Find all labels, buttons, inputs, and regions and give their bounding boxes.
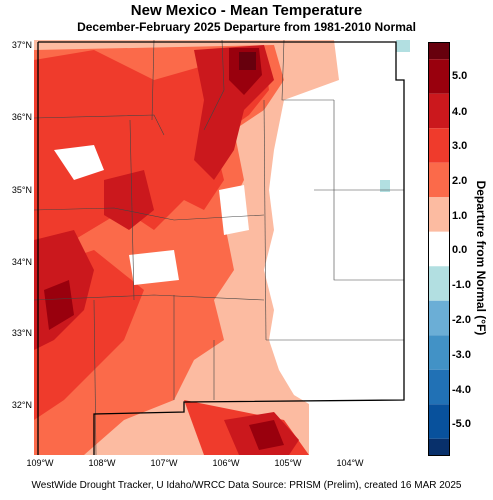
county-line xyxy=(263,99,267,341)
lat-label-36: 36°N xyxy=(11,112,32,122)
warm-core-extreme xyxy=(239,52,256,70)
lat-label-37: 37°N xyxy=(11,40,32,50)
cool-cell-northeast xyxy=(396,40,410,52)
county-line xyxy=(34,207,265,221)
lon-label-109: 109°W xyxy=(26,458,54,468)
colorbar-label-3: 3.0 xyxy=(452,140,468,152)
colorbar-border xyxy=(428,42,450,456)
colorbar-bin xyxy=(428,59,450,94)
colorbar-label-2: 2.0 xyxy=(452,175,468,187)
colorbar-bin xyxy=(428,369,450,405)
colorbar-label-1: 1.0 xyxy=(452,210,468,222)
colorbar-bin xyxy=(428,300,450,336)
colorbar-label-4: 4.0 xyxy=(452,106,468,118)
colorbar-bin xyxy=(428,162,450,198)
county-line xyxy=(281,40,334,101)
lat-label-34: 34°N xyxy=(11,257,32,267)
county-line xyxy=(203,40,225,131)
colorbar-bin xyxy=(428,335,450,370)
colorbar-bin xyxy=(428,404,450,439)
county-line xyxy=(93,299,97,455)
colorbar-label-5: 5.0 xyxy=(452,70,468,82)
colorbar-label-0: 0.0 xyxy=(452,244,468,256)
lon-label-105: 105°W xyxy=(274,458,302,468)
colorbar-label-neg1: -1.0 xyxy=(452,279,471,291)
colorbar-bin xyxy=(428,128,450,163)
lat-label-35: 35°N xyxy=(11,185,32,195)
county-lines xyxy=(34,40,404,455)
lon-label-104: 104°W xyxy=(336,458,364,468)
county-line xyxy=(34,114,165,136)
lon-label-107: 107°W xyxy=(150,458,178,468)
lat-label-33: 33°N xyxy=(11,328,32,338)
data-source-credit: WestWide Drought Tracker, U Idaho/WRCC D… xyxy=(31,480,462,491)
map-canvas xyxy=(34,40,410,455)
colorbar-bin xyxy=(428,197,450,232)
county-line xyxy=(34,294,265,301)
normal-patch-1 xyxy=(54,145,104,180)
colorbar-label-neg2: -2.0 xyxy=(452,314,471,326)
colorbar-bin xyxy=(428,438,450,456)
map-subtitle: December-February 2025 Departure from 19… xyxy=(77,20,416,34)
colorbar-bin xyxy=(428,266,450,301)
lon-label-106: 106°W xyxy=(212,458,240,468)
lat-label-32: 32°N xyxy=(11,400,32,410)
county-line xyxy=(151,40,155,121)
colorbar-label-neg3: -3.0 xyxy=(452,349,471,361)
warm-core-west xyxy=(44,280,74,330)
colorbar-title: Departure from Normal (°F) xyxy=(474,180,488,336)
normal-patch-2 xyxy=(219,185,249,235)
state-boundary xyxy=(38,41,405,455)
colorbar-bin xyxy=(428,93,450,129)
warm-core-southeast xyxy=(249,420,284,450)
warm-hotspot-central xyxy=(104,170,154,230)
colorbar-bin xyxy=(428,42,450,60)
temperature-departure-map xyxy=(34,40,410,455)
colorbar-label-neg4: -4.0 xyxy=(452,384,471,396)
colorbar-label-neg5: -5.0 xyxy=(452,418,471,430)
lon-label-108: 108°W xyxy=(88,458,116,468)
county-line xyxy=(333,100,404,281)
county-line xyxy=(129,119,135,301)
cool-cell-east xyxy=(380,180,390,192)
normal-patch-3 xyxy=(129,250,179,285)
colorbar-bin xyxy=(428,231,450,267)
anomaly-field xyxy=(34,40,410,455)
map-title: New Mexico - Mean Temperature xyxy=(130,2,363,19)
colorbar xyxy=(428,42,450,456)
